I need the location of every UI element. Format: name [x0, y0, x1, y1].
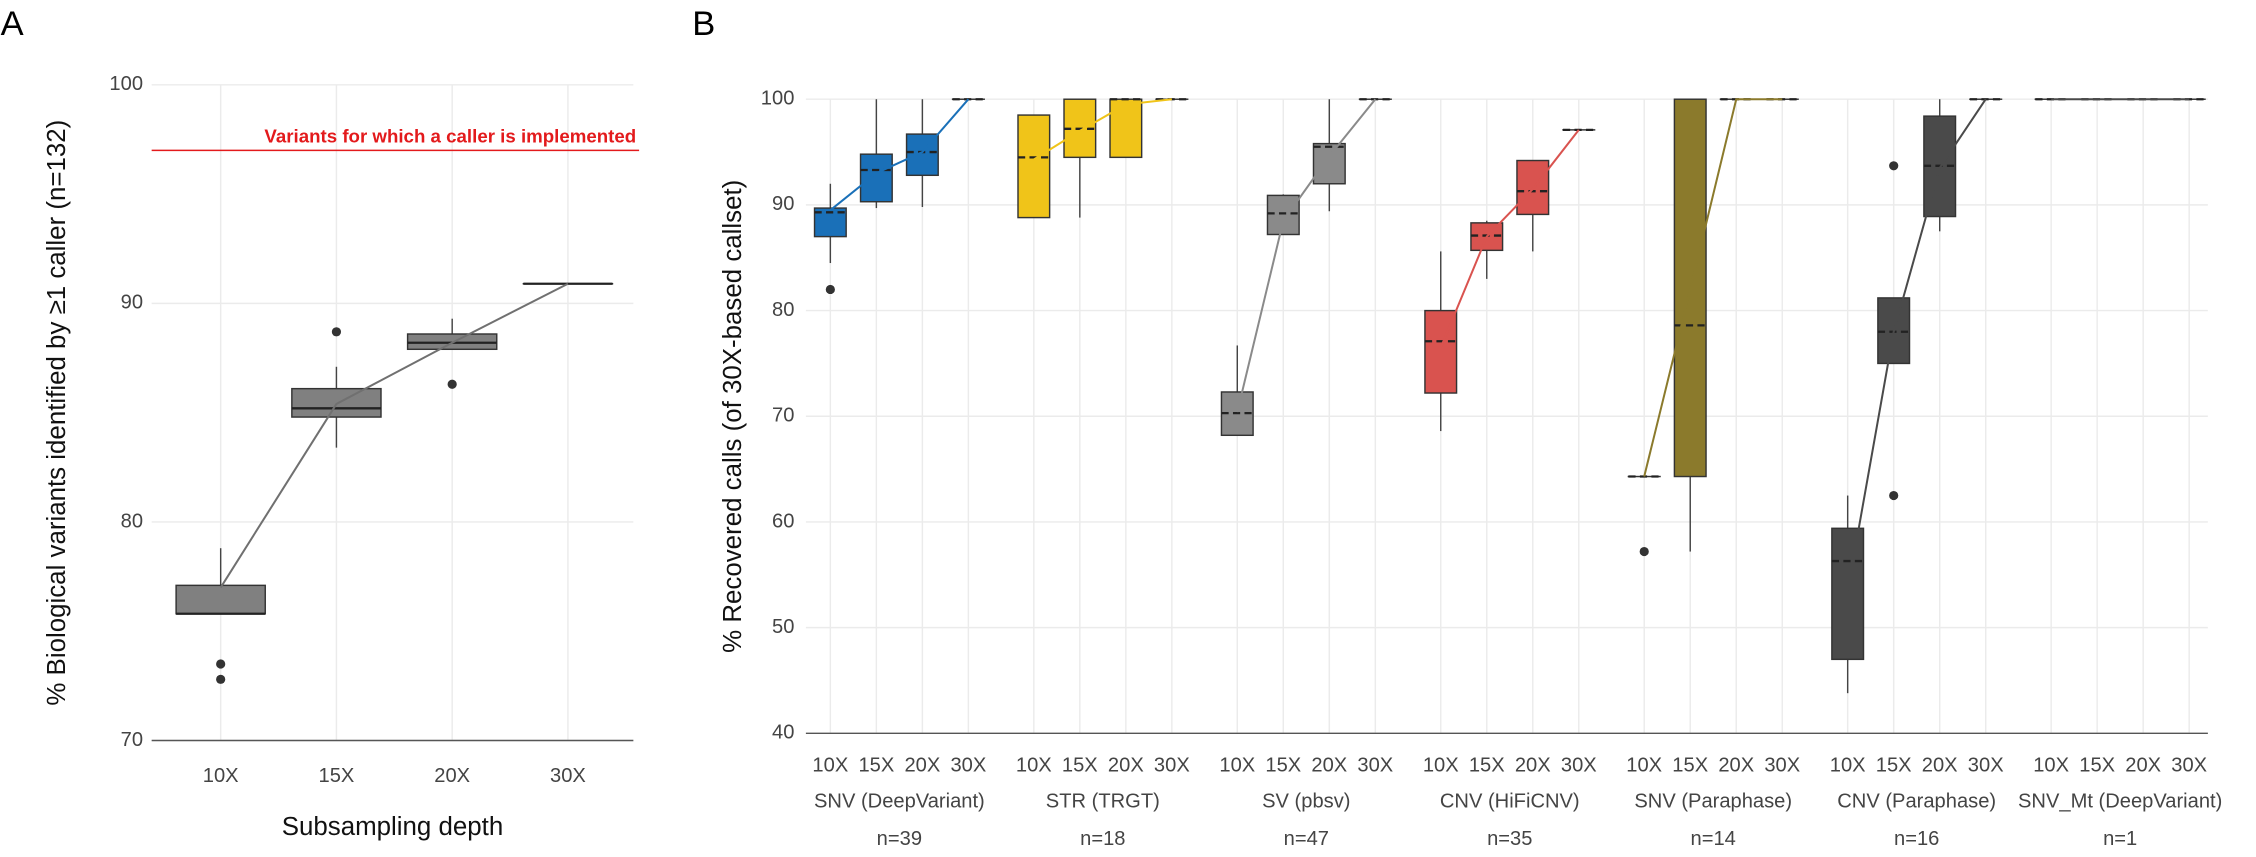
x-tick-label: 30X: [1154, 755, 1190, 777]
y-axis-title: % Biological variants identified by ≥1 c…: [43, 120, 71, 706]
outlier: [825, 284, 835, 295]
group-n-label: n=16: [1894, 828, 1939, 850]
y-tick-label: 90: [772, 193, 794, 215]
x-tick-label: 10X: [1626, 755, 1662, 777]
y-axis-title: % Recovered calls (of 30X-based callset): [719, 180, 747, 653]
mean-line: [1439, 129, 1580, 348]
x-tick-label: 30X: [2171, 755, 2207, 777]
x-tick-label: 15X: [2079, 755, 2115, 777]
x-tick-label: 20X: [1515, 755, 1551, 777]
box: [1109, 98, 1143, 159]
mean-line: [219, 282, 569, 589]
x-tick-label: 10X: [203, 765, 239, 787]
x-tick-label: 10X: [2033, 755, 2069, 777]
box: [859, 153, 893, 203]
y-tick-label: 50: [772, 616, 794, 638]
x-tick-label: 10X: [1219, 755, 1255, 777]
box: [175, 584, 266, 615]
x-tick-label: 30X: [550, 765, 586, 787]
mean-line: [1643, 98, 1783, 477]
x-tick-label: 30X: [1357, 755, 1393, 777]
group-label: SNV_Mt (DeepVariant): [2018, 791, 2222, 813]
y-tick-label: 40: [772, 722, 794, 744]
box: [1831, 527, 1865, 661]
outlier: [331, 327, 342, 337]
outlier: [1639, 546, 1649, 557]
x-tick-label: 15X: [319, 765, 355, 787]
x-tick-label: 20X: [1922, 755, 1958, 777]
x-tick-label: 10X: [1830, 755, 1866, 777]
mean-line: [1846, 98, 1987, 591]
x-tick-label: 20X: [1718, 755, 1754, 777]
outlier: [216, 674, 226, 684]
x-tick-label: 15X: [1062, 755, 1098, 777]
x-tick-label: 15X: [1876, 755, 1912, 777]
outlier: [1889, 490, 1899, 501]
x-tick-label: 15X: [1265, 755, 1301, 777]
group-n-label: n=14: [1691, 828, 1736, 850]
panel-label: B: [692, 5, 715, 43]
y-tick-label: 80: [772, 299, 794, 321]
x-tick-label: 20X: [2125, 755, 2161, 777]
x-tick-label: 30X: [1968, 755, 2004, 777]
group-label: CNV (HiFiCNV): [1440, 791, 1580, 813]
mean-line: [1033, 98, 1172, 161]
group-n-label: n=18: [1080, 828, 1125, 850]
box: [1017, 114, 1051, 219]
group-n-label: n=47: [1284, 828, 1329, 850]
y-tick-label: 70: [772, 405, 794, 427]
y-tick-label: 100: [109, 73, 143, 95]
panel-label: A: [1, 5, 24, 43]
x-tick-label: 10X: [1016, 755, 1052, 777]
y-tick-label: 80: [121, 510, 143, 532]
mean-line: [1236, 98, 1377, 413]
group-n-label: n=1: [2103, 828, 2137, 850]
outlier: [216, 659, 226, 669]
x-tick-label: 20X: [434, 765, 470, 787]
reference-label: Variants for which a caller is implement…: [264, 125, 636, 146]
group-label: SV (pbsv): [1262, 791, 1350, 813]
x-tick-label: 20X: [1311, 755, 1347, 777]
group-label: STR (TRGT): [1046, 791, 1160, 813]
x-tick-label: 10X: [812, 755, 848, 777]
group-label: CNV (Paraphase): [1837, 791, 1996, 813]
x-tick-label: 30X: [1764, 755, 1800, 777]
mean-line: [829, 98, 970, 211]
x-tick-label: 15X: [1672, 755, 1708, 777]
x-tick-label: 20X: [1108, 755, 1144, 777]
x-axis-title: Subsampling depth: [282, 813, 504, 841]
x-tick-label: 30X: [950, 755, 986, 777]
box: [1266, 194, 1300, 236]
outlier: [1889, 161, 1899, 171]
x-tick-label: 15X: [1469, 755, 1505, 777]
y-tick-label: 90: [121, 292, 143, 314]
group-n-label: n=35: [1487, 828, 1532, 850]
x-tick-label: 15X: [858, 755, 894, 777]
x-tick-label: 20X: [904, 755, 940, 777]
group-label: SNV (Paraphase): [1634, 791, 1792, 813]
group-label: SNV (DeepVariant): [814, 791, 985, 813]
x-tick-label: 10X: [1423, 755, 1459, 777]
y-tick-label: 70: [121, 729, 143, 751]
outlier: [447, 379, 457, 389]
y-tick-label: 100: [761, 88, 795, 110]
group-n-label: n=39: [877, 828, 922, 850]
box: [1312, 142, 1346, 185]
y-tick-label: 60: [772, 510, 794, 532]
x-tick-label: 30X: [1561, 755, 1597, 777]
